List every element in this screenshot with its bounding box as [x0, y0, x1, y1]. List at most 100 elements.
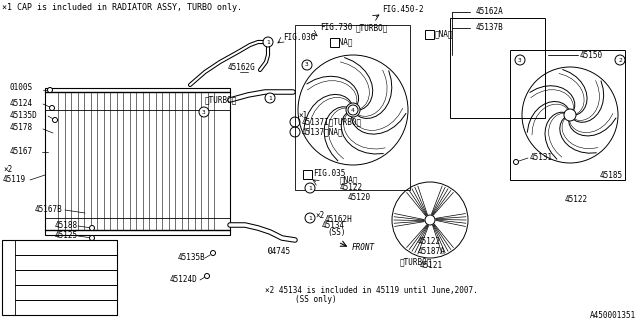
Text: 3: 3 [202, 109, 206, 115]
Text: 45119: 45119 [3, 175, 26, 185]
Bar [450, 18, 545, 118]
Text: 45162A: 45162A [476, 7, 504, 17]
Text: FIG.035: FIG.035 [313, 169, 346, 178]
Text: 45188: 45188 [55, 220, 78, 229]
Bar [15, 270, 117, 285]
Text: 1: 1 [308, 186, 312, 190]
Text: 45125: 45125 [55, 230, 78, 239]
Text: (SS only): (SS only) [295, 295, 337, 305]
Circle shape [49, 106, 54, 110]
Text: 45122: 45122 [340, 183, 363, 193]
Text: Q58601  (-0904): Q58601 (-0904) [18, 271, 88, 281]
Text: 〈NA〉: 〈NA〉 [340, 175, 358, 185]
Text: FIG.730: FIG.730 [320, 23, 353, 33]
Circle shape [305, 213, 315, 223]
Bar [15, 240, 117, 255]
Text: ×2 45134 is included in 45119 until June,2007.: ×2 45134 is included in 45119 until June… [265, 285, 477, 294]
Text: ×2: ×2 [3, 165, 12, 174]
Circle shape [4, 297, 13, 306]
Circle shape [564, 109, 576, 121]
Circle shape [305, 183, 315, 193]
Text: 〈NA〉: 〈NA〉 [335, 37, 353, 46]
Circle shape [263, 37, 273, 47]
Text: 45162H: 45162H [325, 215, 353, 225]
Text: 45121: 45121 [420, 260, 443, 269]
Bar [15, 285, 117, 300]
Text: 45137〈NA〉: 45137〈NA〉 [302, 127, 344, 137]
Text: 45162G: 45162G [228, 63, 256, 73]
Text: ×2: ×2 [315, 211, 324, 220]
Text: 0100S: 0100S [10, 84, 33, 92]
Bar [510, 50, 625, 180]
Text: A: A [306, 172, 309, 177]
Circle shape [4, 273, 13, 282]
Text: FIG.036: FIG.036 [283, 34, 316, 43]
Text: Q560016: Q560016 [18, 297, 51, 306]
Text: A: A [428, 32, 431, 37]
Circle shape [90, 226, 95, 230]
Text: 45178: 45178 [10, 124, 33, 132]
Text: 45150: 45150 [580, 51, 603, 60]
Circle shape [425, 215, 435, 225]
Bar [303, 170, 312, 179]
Circle shape [90, 236, 95, 241]
Text: ×1 CAP is included in RADIATOR ASSY, TURBO only.: ×1 CAP is included in RADIATOR ASSY, TUR… [2, 4, 242, 12]
Circle shape [205, 274, 209, 278]
Text: A: A [333, 40, 337, 45]
Text: 1: 1 [268, 95, 272, 100]
Text: 〈TURBO〉: 〈TURBO〉 [205, 95, 237, 105]
Bar [295, 25, 410, 190]
Text: 45124: 45124 [10, 99, 33, 108]
Text: 1: 1 [7, 244, 11, 250]
Text: 3: 3 [305, 62, 309, 68]
Text: 45187A: 45187A [418, 247, 445, 257]
Circle shape [615, 55, 625, 65]
Text: 45122: 45122 [565, 196, 588, 204]
Text: 45135D: 45135D [10, 110, 38, 119]
Text: M250080: M250080 [18, 258, 51, 267]
Text: 〈TURBO〉: 〈TURBO〉 [400, 258, 433, 267]
Text: FIG.450-2: FIG.450-2 [382, 5, 424, 14]
Text: 45122: 45122 [418, 237, 441, 246]
Bar [330, 38, 339, 47]
Text: W170064: W170064 [18, 243, 51, 252]
Circle shape [346, 103, 360, 117]
Circle shape [265, 93, 275, 103]
Text: A450001351: A450001351 [589, 310, 636, 319]
Text: 45185: 45185 [600, 171, 623, 180]
Text: 45131: 45131 [530, 154, 553, 163]
Circle shape [4, 258, 13, 267]
Circle shape [513, 159, 518, 164]
Text: 3: 3 [7, 275, 11, 279]
Text: 4: 4 [7, 299, 11, 303]
Text: 45137B: 45137B [476, 23, 504, 33]
Text: 45134: 45134 [322, 220, 345, 229]
Text: 45135B: 45135B [178, 253, 205, 262]
Circle shape [302, 60, 312, 70]
Circle shape [211, 251, 216, 255]
Text: 1: 1 [308, 215, 312, 220]
Bar [15, 255, 117, 270]
Text: (SS): (SS) [327, 228, 346, 237]
Text: 〈TURBO〉: 〈TURBO〉 [356, 23, 388, 33]
Text: 45137I〈TURBO〉: 45137I〈TURBO〉 [302, 117, 362, 126]
Text: 04745: 04745 [268, 247, 291, 257]
Circle shape [348, 105, 358, 115]
Circle shape [515, 55, 525, 65]
Text: 2: 2 [7, 260, 11, 265]
Circle shape [47, 87, 52, 92]
Circle shape [4, 243, 13, 252]
Text: Q586001 (0905-): Q586001 (0905-) [18, 286, 88, 295]
Text: 45124D: 45124D [170, 276, 198, 284]
Text: 45120: 45120 [348, 194, 371, 203]
Circle shape [52, 117, 58, 123]
Text: 2: 2 [618, 58, 622, 62]
Bar [425, 30, 434, 39]
Circle shape [199, 107, 209, 117]
Text: 4: 4 [351, 108, 355, 113]
Text: ×1: ×1 [298, 110, 307, 119]
Text: 〈NA〉: 〈NA〉 [435, 29, 454, 38]
Bar [15, 300, 117, 315]
Bar [2, 240, 117, 315]
Text: 1: 1 [266, 39, 270, 44]
